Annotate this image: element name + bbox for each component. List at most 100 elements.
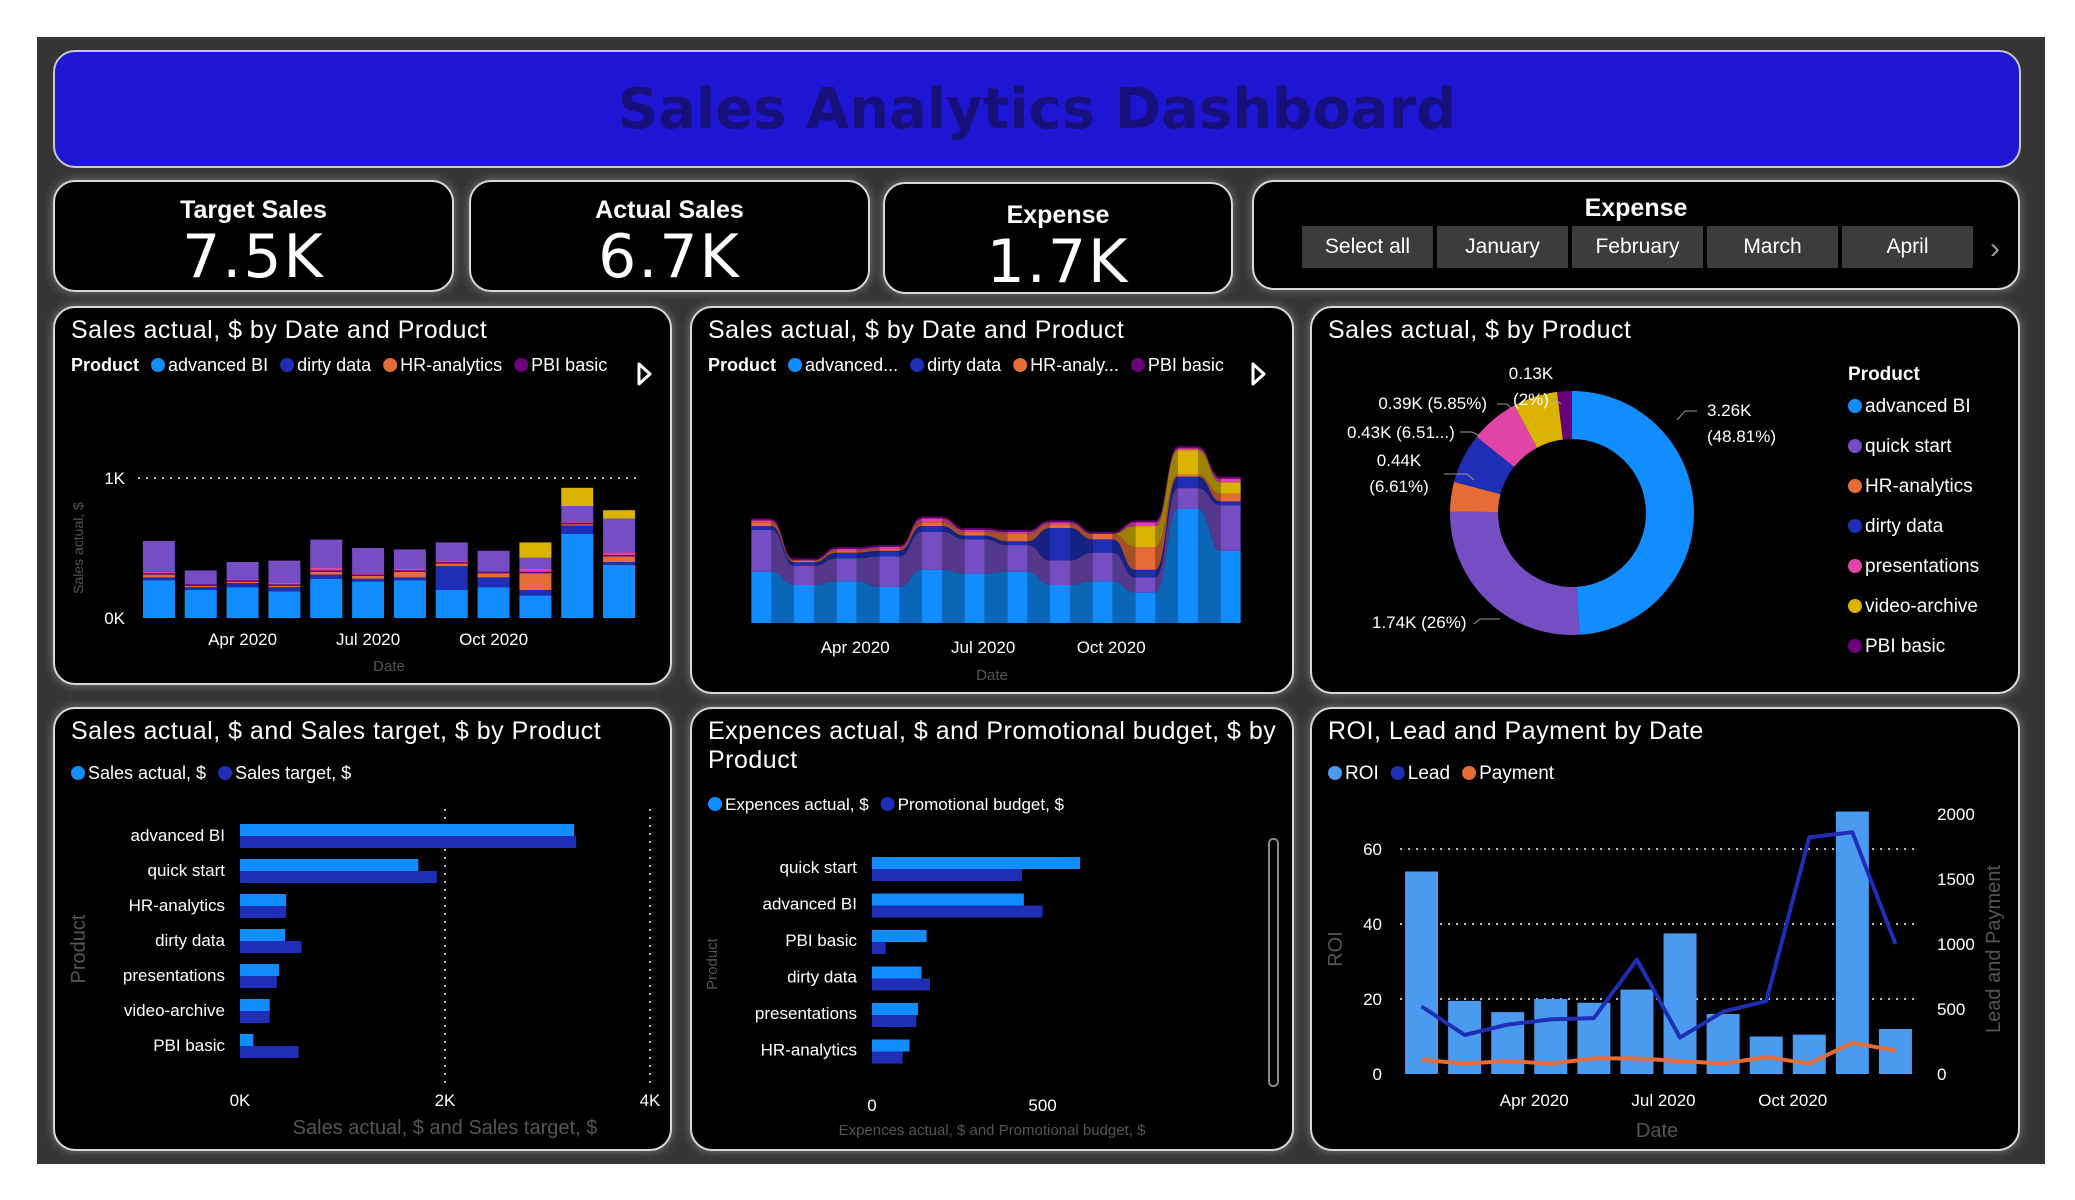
roi-combo-visual[interactable]: ROI, Lead and Payment by Date ROI Lead Pay… xyxy=(1310,707,2020,1151)
ribbon-band xyxy=(899,531,922,587)
ribbon-band xyxy=(1198,488,1221,551)
bar-segment xyxy=(561,487,594,506)
donut-visual[interactable]: Sales actual, $ by Product 3.26K (48.81%)… xyxy=(1310,306,2020,694)
ribbon-visual[interactable]: Sales actual, $ by Date and Product Prod… xyxy=(690,306,1294,694)
roi-bar xyxy=(1405,871,1439,1074)
bar-segment xyxy=(226,562,259,579)
bar xyxy=(240,941,302,953)
bar-segment xyxy=(561,506,594,522)
legend-item: HR-analytics xyxy=(1865,476,1973,497)
ribbon-column xyxy=(1050,522,1070,525)
ribbon-column xyxy=(1007,571,1028,623)
ribbon-column xyxy=(1135,577,1156,593)
bar-segment xyxy=(603,510,636,519)
legend-next-icon xyxy=(637,362,652,386)
ribbon-band xyxy=(771,529,794,585)
y-tick-label: dirty data xyxy=(155,931,225,950)
stacked-column-visual[interactable]: Sales actual, $ by Date and Product Prod… xyxy=(53,306,672,685)
ribbon-band xyxy=(1155,446,1178,523)
x-tick-label: 0 xyxy=(867,1096,876,1115)
y-axis-label: ROI xyxy=(1325,931,1347,967)
y-tick-label: HR-analytics xyxy=(129,896,225,915)
bar-segment xyxy=(603,518,636,553)
slicer-item-april[interactable]: April xyxy=(1842,226,1973,268)
ribbon-column xyxy=(1092,581,1113,623)
bar-segment xyxy=(352,548,385,574)
slicer-item-select-all[interactable]: Select all xyxy=(1302,226,1433,268)
bar xyxy=(872,978,930,991)
legend-item: Expences actual, $ xyxy=(725,795,869,814)
ribbon-column xyxy=(1178,488,1198,509)
kpi-card-actual-sales[interactable]: Actual Sales 6.7K xyxy=(469,180,870,292)
ribbon-column xyxy=(922,526,942,532)
bar xyxy=(872,942,886,954)
data-label: 0.39K (5.85%) xyxy=(1378,394,1487,413)
kpi-value: 6.7K xyxy=(598,222,741,292)
ribbon-band xyxy=(942,569,965,623)
legend-marker xyxy=(1013,358,1028,372)
kpi-card-expense[interactable]: Expense 1.7K xyxy=(883,182,1233,294)
legend-item: video-archive xyxy=(1865,596,1978,617)
ribbon-band xyxy=(1155,488,1178,593)
y-tick-label: quick start xyxy=(148,861,226,880)
ribbon-band xyxy=(899,516,922,547)
bar-segment xyxy=(519,569,552,572)
bar-segment xyxy=(268,583,301,585)
bar xyxy=(240,836,577,848)
kpi-card-target-sales[interactable]: Target Sales 7.5K xyxy=(53,180,454,292)
slicer-title: Expense xyxy=(1584,194,1688,222)
bar xyxy=(872,1015,917,1027)
bar xyxy=(240,1011,270,1023)
expense-bar-visual[interactable]: Expences actual, $ and Promotional budge… xyxy=(690,707,1294,1151)
slicer-next-arrow-icon[interactable]: › xyxy=(1990,232,2000,265)
slicer-item-january[interactable]: January xyxy=(1437,226,1568,268)
ribbon-column xyxy=(1092,539,1113,553)
ribbon-band xyxy=(1027,545,1050,585)
ribbon-column xyxy=(751,529,772,572)
legend-marker xyxy=(1848,439,1862,453)
legend-marker xyxy=(1848,519,1862,533)
bar-segment xyxy=(393,570,426,572)
ribbon-column xyxy=(1135,526,1156,547)
bar-segment xyxy=(352,581,385,618)
y-tick-label: presentations xyxy=(755,1004,857,1023)
bar-segment xyxy=(310,571,343,575)
y-tick-label: video-archive xyxy=(124,1001,225,1020)
data-label: 0.44K xyxy=(1377,451,1422,470)
expense-slicer: Expense Select all January February Marc… xyxy=(1252,180,2020,290)
bar-segment xyxy=(603,564,636,618)
legend-item: PBI basic xyxy=(531,355,607,375)
bar xyxy=(872,1039,910,1052)
bar-segment xyxy=(352,573,385,575)
bar xyxy=(872,966,922,979)
ribbon-band xyxy=(984,529,1008,534)
roi-bar xyxy=(1620,989,1654,1074)
ribbon-band xyxy=(942,516,965,530)
legend-item: dirty data xyxy=(927,355,1002,375)
ribbon-column xyxy=(1178,476,1198,489)
bar-segment xyxy=(519,573,552,590)
ribbon-column xyxy=(964,529,985,532)
slicer-item-march[interactable]: March xyxy=(1707,226,1838,268)
ribbon-column xyxy=(1050,520,1070,523)
ribbon-column xyxy=(879,550,900,557)
legend-item: ROI xyxy=(1345,763,1379,784)
legend-item: dirty data xyxy=(1865,516,1944,537)
donut-slice xyxy=(1476,405,1538,467)
data-label: 0.43K (6.51...) xyxy=(1347,423,1455,442)
sales-bar-visual[interactable]: Sales actual, $ and Sales target, $ by P… xyxy=(53,707,672,1151)
ribbon-band xyxy=(1198,448,1221,483)
ribbon-column xyxy=(1007,531,1028,534)
ribbon-column xyxy=(1135,520,1156,523)
bar-segment xyxy=(142,574,175,578)
bar-segment xyxy=(142,571,175,574)
ribbon-band xyxy=(771,526,794,566)
legend-marker xyxy=(1848,399,1862,413)
legend-item: Sales target, $ xyxy=(235,763,351,783)
ribbon-band xyxy=(899,518,922,549)
bar-segment xyxy=(310,539,343,568)
bar-segment xyxy=(184,584,217,586)
legend-marker xyxy=(1328,766,1342,780)
y-tick-label: presentations xyxy=(123,966,225,985)
slicer-item-february[interactable]: February xyxy=(1572,226,1703,268)
